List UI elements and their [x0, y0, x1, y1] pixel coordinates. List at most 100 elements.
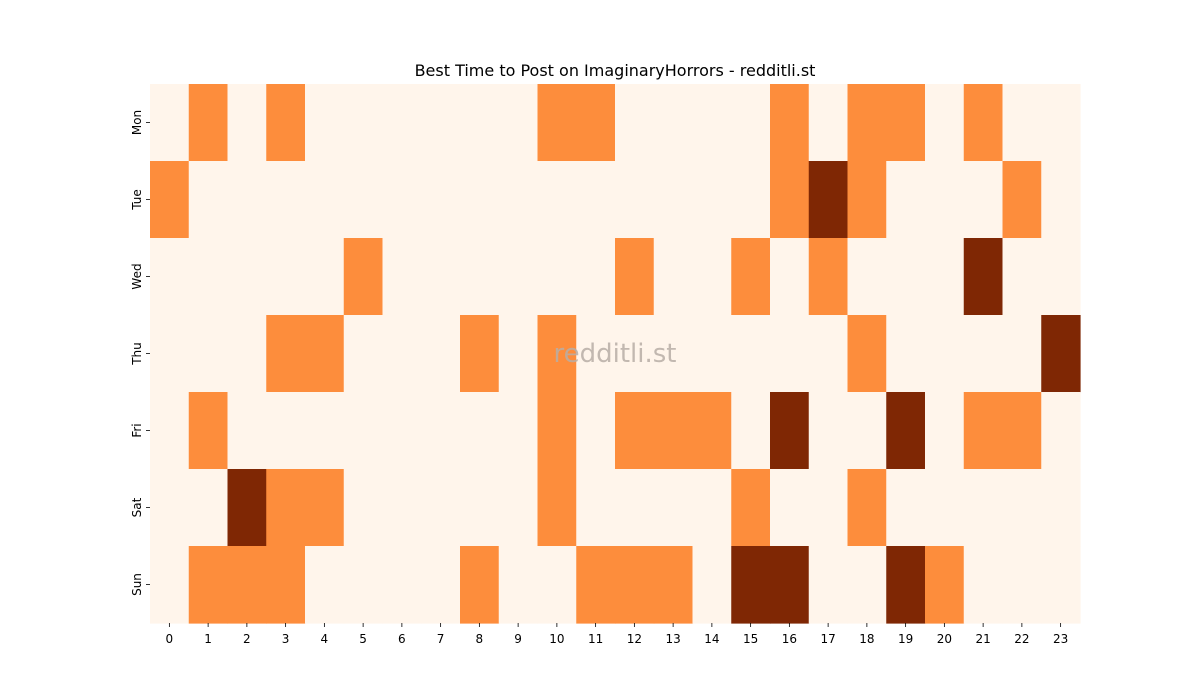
- heatmap-cell-wed-14: [692, 238, 732, 316]
- heatmap-cell-fri-13: [653, 392, 694, 470]
- heatmap-cell-fri-4: [305, 392, 345, 470]
- heatmap-cell-sun-4: [305, 546, 345, 624]
- heatmap-cell-mon-4: [305, 84, 345, 162]
- heatmap-cell-wed-10: [537, 238, 577, 316]
- heatmap-cell-fri-8: [460, 392, 500, 470]
- watermark-text: redditli.st: [554, 339, 677, 369]
- heatmap-cell-sat-5: [343, 469, 384, 547]
- heatmap-cell-sun-12: [615, 546, 655, 624]
- heatmap-cell-sun-21: [963, 546, 1004, 624]
- y-tick-label-wed: Wed: [130, 263, 144, 289]
- heatmap-cell-fri-19: [886, 392, 926, 470]
- heatmap-cell-sat-23: [1041, 469, 1081, 547]
- heatmap-cell-sat-4: [305, 469, 345, 547]
- heatmap-cell-sun-15: [731, 546, 771, 624]
- heatmap-cell-tue-13: [653, 161, 694, 239]
- heatmap-cell-mon-2: [227, 84, 267, 162]
- heatmap-cell-mon-21: [963, 84, 1004, 162]
- heatmap-cell-wed-16: [770, 238, 810, 316]
- x-tick-label-8: 8: [476, 632, 484, 646]
- x-axis: 0 1 2 3 4 5 6 7 8 9 10 11 12 13 14 15 16 17 18 19 20 21 22 23: [166, 623, 1068, 646]
- heatmap-cell-mon-3: [266, 84, 306, 162]
- x-tick-label-3: 3: [282, 632, 290, 646]
- heatmap-cell-wed-17: [808, 238, 849, 316]
- heatmap-cell-wed-18: [847, 238, 887, 316]
- heatmap-cell-tue-11: [576, 161, 616, 239]
- heatmap-cell-fri-10: [537, 392, 577, 470]
- heatmap-cell-tue-15: [731, 161, 771, 239]
- heatmap-cell-tue-10: [537, 161, 577, 239]
- heatmap-cell-wed-8: [460, 238, 500, 316]
- heatmap-cell-mon-9: [498, 84, 539, 162]
- heatmap-cell-fri-23: [1041, 392, 1081, 470]
- y-tick-label-sat: Sat: [130, 497, 144, 517]
- heatmap-cell-wed-7: [421, 238, 461, 316]
- heatmap-cell-tue-9: [498, 161, 539, 239]
- heatmap-cell-sun-16: [770, 546, 810, 624]
- heatmap-cell-sat-0: [150, 469, 190, 547]
- heatmap-cell-sun-22: [1002, 546, 1042, 624]
- heatmap-cell-thu-12: [615, 315, 655, 393]
- heatmap-cell-mon-7: [421, 84, 461, 162]
- heatmap-cell-wed-21: [963, 238, 1004, 316]
- heatmap-cell-sat-18: [847, 469, 887, 547]
- heatmap-cell-sun-23: [1041, 546, 1081, 624]
- heatmap-cell-sat-8: [460, 469, 500, 547]
- heatmap-cell-wed-5: [343, 238, 384, 316]
- x-tick-label-7: 7: [437, 632, 445, 646]
- heatmap-cell-fri-18: [847, 392, 887, 470]
- x-tick-label-5: 5: [359, 632, 367, 646]
- heatmap-cell-fri-14: [692, 392, 732, 470]
- heatmap-cell-wed-15: [731, 238, 771, 316]
- heatmap-cell-tue-0: [150, 161, 190, 239]
- heatmap-cell-thu-7: [421, 315, 461, 393]
- heatmap-cell-tue-21: [963, 161, 1004, 239]
- heatmap-cell-mon-16: [770, 84, 810, 162]
- y-tick-label-tue: Tue: [130, 189, 144, 211]
- heatmap-cell-mon-19: [886, 84, 926, 162]
- heatmap-cell-tue-6: [382, 161, 422, 239]
- heatmap-cell-fri-0: [150, 392, 190, 470]
- heatmap-cell-thu-0: [150, 315, 190, 393]
- heatmap-cell-thu-21: [963, 315, 1004, 393]
- heatmap-cell-tue-23: [1041, 161, 1081, 239]
- heatmap-cell-fri-6: [382, 392, 422, 470]
- heatmap-cell-thu-8: [460, 315, 500, 393]
- x-tick-label-4: 4: [321, 632, 329, 646]
- heatmap-cell-fri-20: [925, 392, 965, 470]
- heatmap-cell-fri-9: [498, 392, 539, 470]
- heatmap-cell-sun-0: [150, 546, 190, 624]
- heatmap-cell-sat-19: [886, 469, 926, 547]
- heatmap-cell-sun-6: [382, 546, 422, 624]
- heatmap-cell-sat-20: [925, 469, 965, 547]
- heatmap-cell-mon-8: [460, 84, 500, 162]
- heatmap-cell-sat-1: [188, 469, 229, 547]
- heatmap-cell-tue-7: [421, 161, 461, 239]
- heatmap-cell-thu-23: [1041, 315, 1081, 393]
- y-tick-label-fri: Fri: [130, 423, 144, 437]
- heatmap-cell-thu-16: [770, 315, 810, 393]
- heatmap-cell-thu-22: [1002, 315, 1042, 393]
- heatmap-cell-wed-1: [188, 238, 229, 316]
- x-tick-label-17: 17: [820, 632, 835, 646]
- heatmap-cell-tue-14: [692, 161, 732, 239]
- heatmap-cell-thu-15: [731, 315, 771, 393]
- heatmap-cell-mon-23: [1041, 84, 1081, 162]
- heatmap-cell-fri-16: [770, 392, 810, 470]
- x-tick-label-14: 14: [704, 632, 719, 646]
- heatmap-cell-sat-16: [770, 469, 810, 547]
- heatmap-cell-mon-11: [576, 84, 616, 162]
- heatmap-cell-thu-3: [266, 315, 306, 393]
- y-tick-label-thu: Thu: [130, 342, 144, 366]
- heatmap-cell-fri-7: [421, 392, 461, 470]
- heatmap-cell-mon-10: [537, 84, 577, 162]
- heatmap-cell-mon-20: [925, 84, 965, 162]
- heatmap-cell-thu-2: [227, 315, 267, 393]
- x-tick-label-11: 11: [588, 632, 603, 646]
- heatmap-cell-wed-20: [925, 238, 965, 316]
- heatmap-cell-sun-20: [925, 546, 965, 624]
- y-tick-label-mon: Mon: [130, 110, 144, 135]
- heatmap-cell-sat-12: [615, 469, 655, 547]
- heatmap-cell-tue-19: [886, 161, 926, 239]
- heatmap-cell-sat-6: [382, 469, 422, 547]
